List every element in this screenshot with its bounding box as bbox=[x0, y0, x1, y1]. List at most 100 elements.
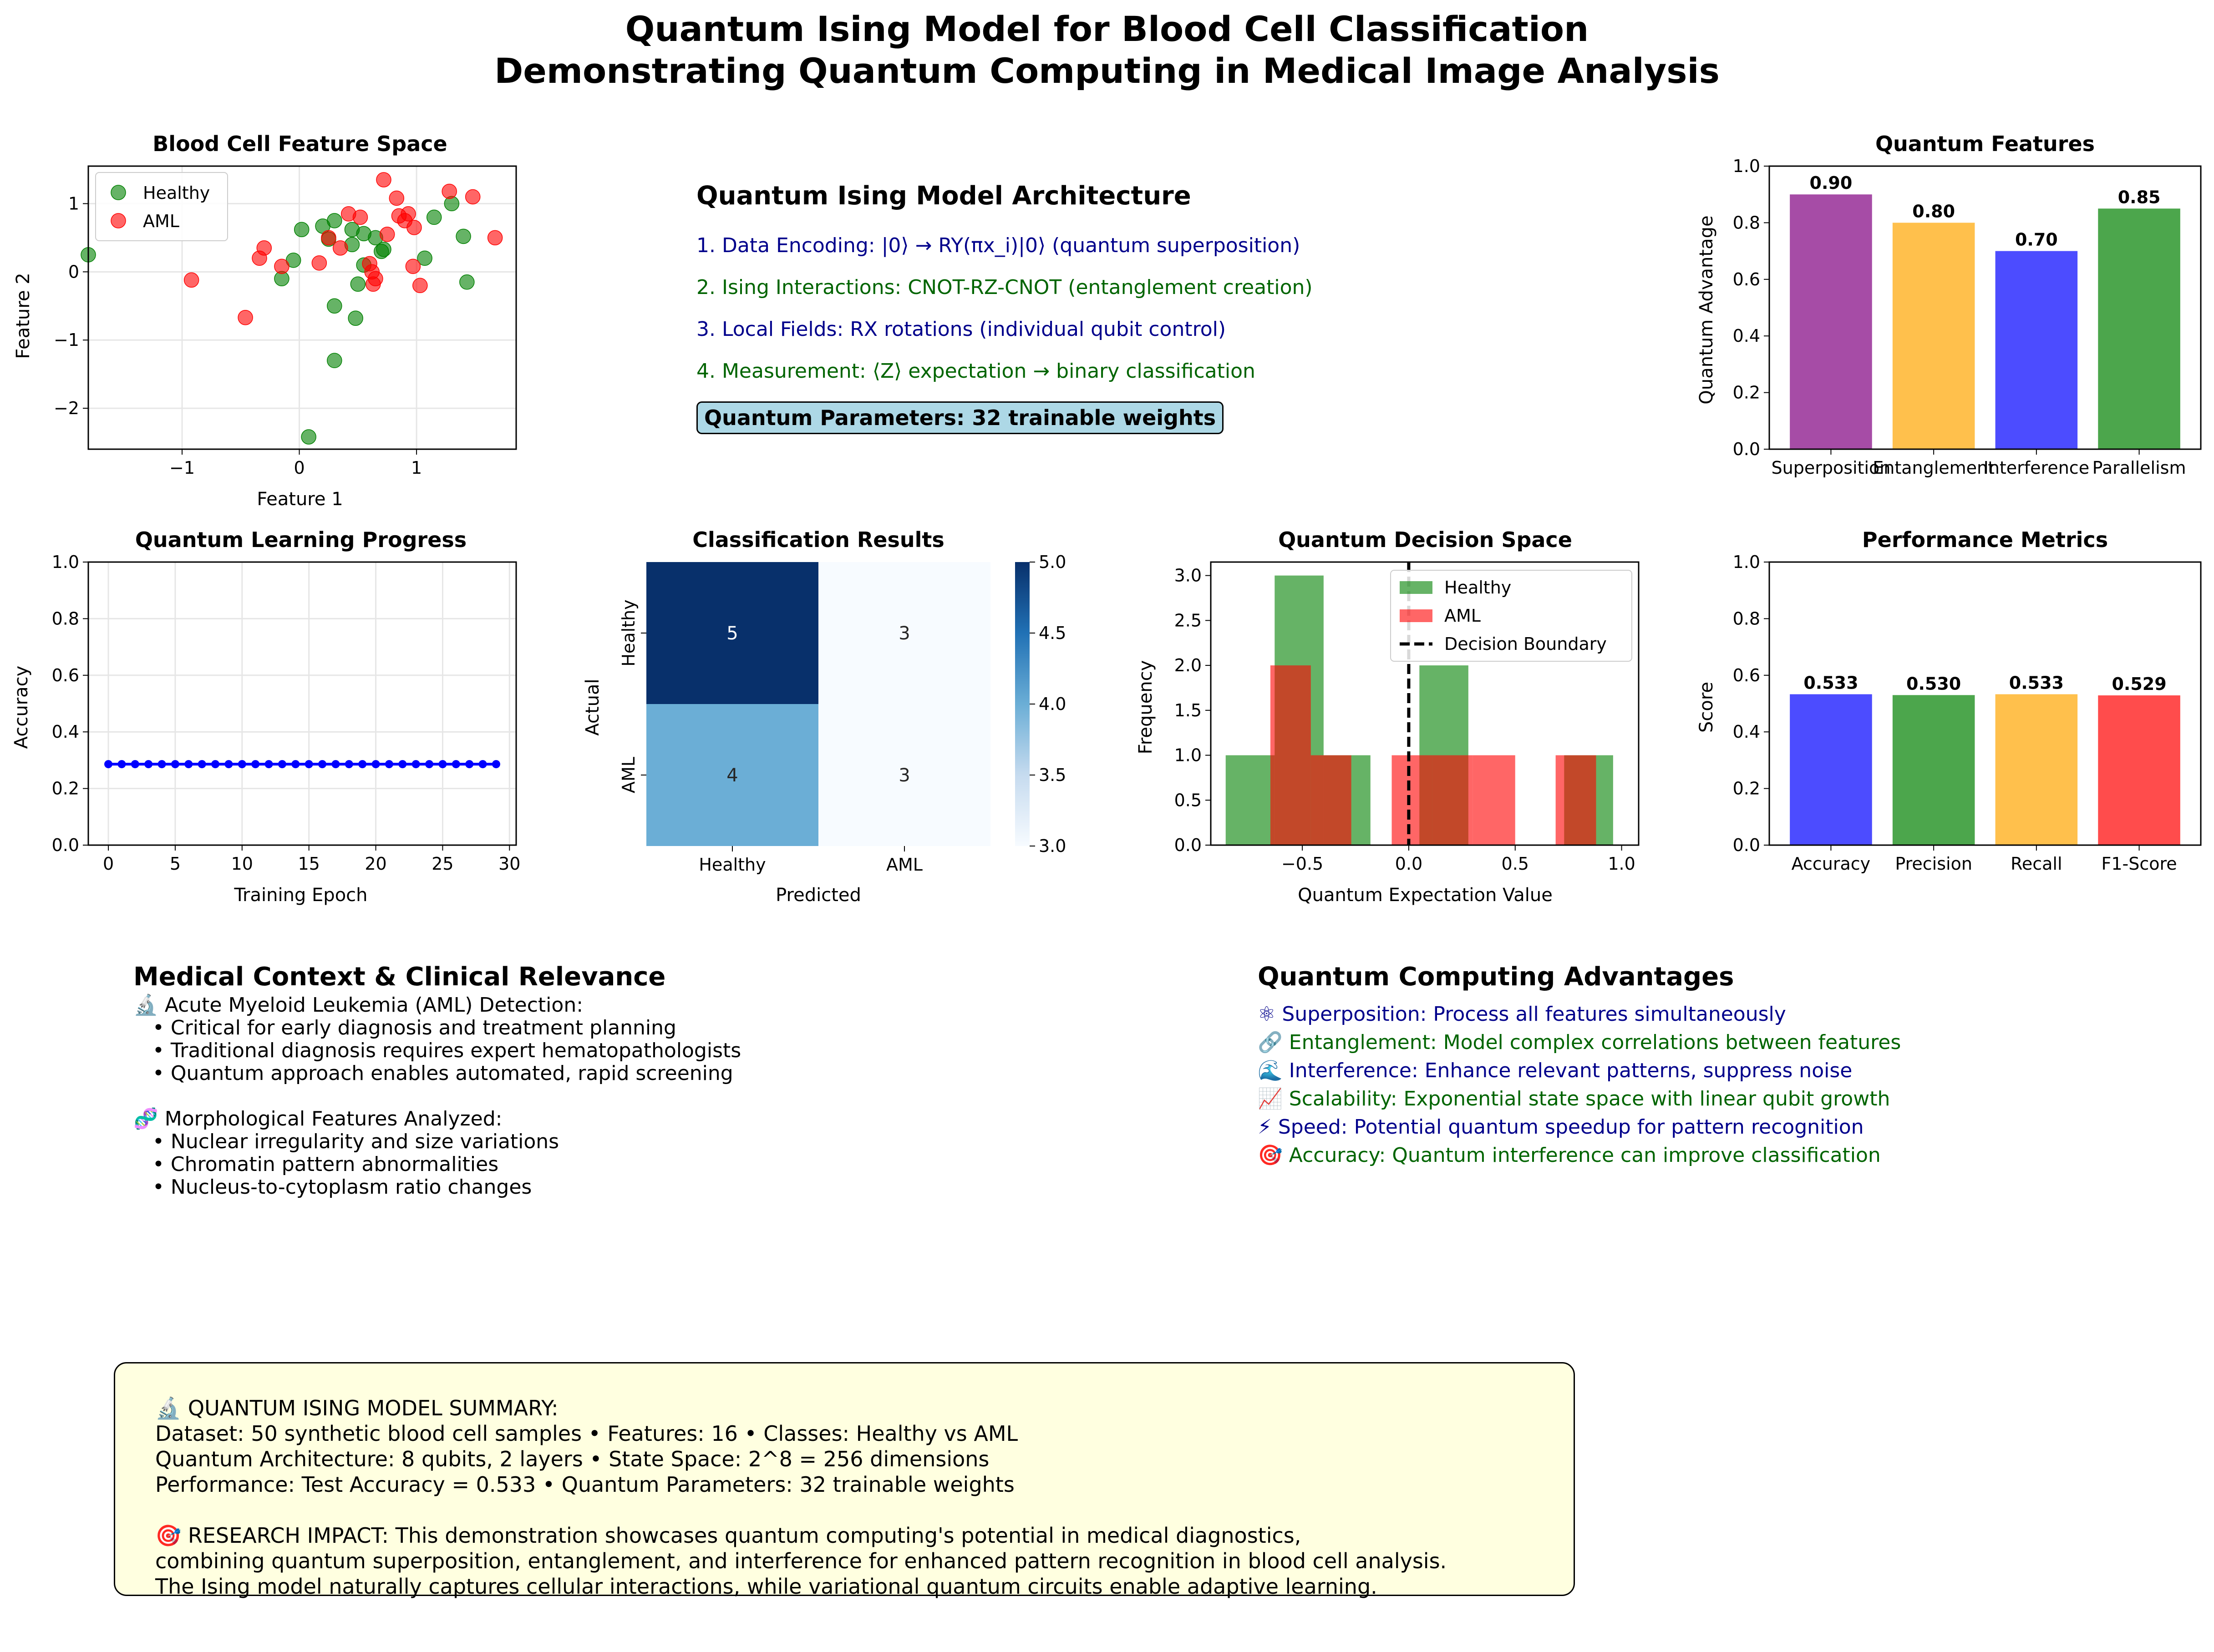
heatmap-cell bbox=[646, 562, 818, 704]
accuracy-point bbox=[157, 760, 166, 769]
x-tick-label: Precision bbox=[1895, 854, 1972, 874]
medical-heading: Medical Context & Clinical Relevance bbox=[133, 962, 666, 992]
bar-f1-score bbox=[2098, 695, 2180, 845]
accuracy-point bbox=[345, 760, 353, 769]
hist-bar-aml bbox=[1473, 755, 1515, 845]
y-tick-label: 3.0 bbox=[1174, 566, 1202, 586]
summary-lines: 🔬 QUANTUM ISING MODEL SUMMARY: Dataset: 5… bbox=[155, 1395, 1574, 1599]
accuracy-point bbox=[211, 760, 220, 769]
confusion-xlabel: Predicted bbox=[776, 885, 861, 906]
y-tick-label: 0.0 bbox=[1174, 835, 1202, 855]
legend-swatch-aml bbox=[1400, 609, 1432, 622]
colorbar-tick-label: 5.0 bbox=[1039, 552, 1066, 572]
scatter-point-aml bbox=[274, 258, 289, 274]
y-tick-label: 0.6 bbox=[52, 665, 79, 685]
legend-label-healthy: Healthy bbox=[143, 183, 210, 203]
accuracy-point bbox=[144, 760, 153, 769]
scatter-point-aml bbox=[183, 272, 199, 288]
accuracy-point bbox=[318, 760, 327, 769]
bar-value-label: 0.90 bbox=[1810, 173, 1853, 193]
y-tick-label: 1.0 bbox=[1733, 156, 1760, 176]
legend-label-healthy: Healthy bbox=[1444, 578, 1511, 598]
accuracy-point bbox=[117, 760, 126, 769]
legend-label-aml: AML bbox=[143, 211, 179, 231]
legend-label-aml: AML bbox=[1444, 606, 1481, 626]
scatter-point-healthy bbox=[294, 222, 310, 238]
confusion-ylabel: Actual bbox=[582, 679, 603, 735]
x-tick-label: 20 bbox=[365, 854, 386, 874]
medical-line: • Nucleus-to-cytoplasm ratio changes bbox=[133, 1176, 532, 1199]
accuracy-point bbox=[305, 760, 313, 769]
bar-value-label: 0.80 bbox=[1912, 201, 1955, 221]
accuracy-point bbox=[291, 760, 300, 769]
plot-frame bbox=[1768, 561, 2202, 846]
y-tick-label: 0.0 bbox=[1733, 439, 1760, 459]
accuracy-point bbox=[104, 760, 113, 769]
y-tick-label: 1 bbox=[68, 193, 79, 213]
heatmap-cell-value: 4 bbox=[726, 765, 738, 786]
scatter-point-aml bbox=[442, 183, 457, 199]
colorbar bbox=[1015, 562, 1030, 846]
y-tick-label: 0.0 bbox=[1733, 835, 1760, 855]
plot-frame bbox=[1768, 165, 2202, 450]
accuracy-point bbox=[492, 760, 500, 769]
advantage-item: 📈 Scalability: Exponential state space w… bbox=[1258, 1087, 1890, 1110]
confusion-matrix-chart: Classification Results 5 3 4 3 Healthy AML Hea… bbox=[582, 527, 1066, 906]
y-tick-label: 0.2 bbox=[1733, 779, 1760, 799]
decision-space-xlabel: Quantum Expectation Value bbox=[1298, 885, 1553, 906]
legend-label-boundary: Decision Boundary bbox=[1444, 634, 1607, 654]
x-tick-label: 25 bbox=[432, 854, 453, 874]
y-tick-label: Healthy bbox=[619, 599, 639, 666]
scatter-point-aml bbox=[465, 189, 481, 205]
y-tick-label: 1.0 bbox=[52, 552, 79, 572]
colorbar-tick-label: 4.0 bbox=[1039, 694, 1066, 714]
plot-frame bbox=[87, 165, 517, 450]
medical-line: • Chromatin pattern abnormalities bbox=[133, 1153, 499, 1176]
heatmap-cell-value: 3 bbox=[899, 765, 910, 786]
summary-line: The Ising model naturally captures cellu… bbox=[155, 1574, 1377, 1599]
accuracy-point bbox=[131, 760, 139, 769]
scatter-point-healthy bbox=[348, 310, 363, 326]
scatter-point-aml bbox=[366, 276, 381, 292]
bar-parallelism bbox=[2098, 208, 2180, 449]
accuracy-point bbox=[184, 760, 193, 769]
performance-chart: Performance Metrics 0.0 0.2 0.4 0.6 0.8 1.0 0.… bbox=[1696, 527, 2202, 874]
architecture-panel: Quantum Ising Model Architecture 1. Data… bbox=[696, 180, 1470, 434]
accuracy-point bbox=[251, 760, 260, 769]
hist-bar-healthy bbox=[1225, 755, 1275, 845]
quantum-features-ylabel: Quantum Advantage bbox=[1696, 215, 1717, 404]
x-tick-label: F1-Score bbox=[2101, 854, 2177, 874]
scatter-point-healthy bbox=[327, 213, 342, 228]
summary-line: 🎯 RESEARCH IMPACT: This demonstration sh… bbox=[155, 1523, 1301, 1548]
y-tick-label: −2 bbox=[54, 398, 79, 418]
advantage-item: 🎯 Accuracy: Quantum interference can imp… bbox=[1258, 1144, 1881, 1167]
scatter-point-aml bbox=[376, 172, 391, 187]
architecture-heading: Quantum Ising Model Architecture bbox=[696, 181, 1191, 211]
decision-space-ylabel: Frequency bbox=[1135, 660, 1156, 755]
accuracy-point bbox=[438, 760, 447, 769]
bar-precision bbox=[1892, 695, 1975, 845]
medical-line: • Quantum approach enables automated, ra… bbox=[133, 1062, 733, 1085]
hist-bar-aml bbox=[1432, 755, 1473, 845]
y-tick-label: 0.6 bbox=[1733, 269, 1760, 289]
advantage-item: 🌊 Interference: Enhance relevant pattern… bbox=[1258, 1059, 1853, 1082]
heatmap-cell bbox=[818, 562, 990, 704]
performance-title: Performance Metrics bbox=[1862, 527, 2108, 552]
summary-line: combining quantum superposition, entangl… bbox=[155, 1549, 1447, 1573]
x-tick-label: 1.0 bbox=[1608, 854, 1635, 874]
figure-title-line2: Demonstrating Quantum Computing in Medic… bbox=[494, 51, 1720, 91]
y-tick-label: 1.0 bbox=[1733, 552, 1760, 572]
architecture-steps: 1. Data Encoding: |0⟩ → RY(πx_i)|0⟩ (qua… bbox=[696, 225, 1470, 392]
y-tick-label: 0.4 bbox=[1733, 722, 1760, 742]
scatter-point-healthy bbox=[327, 298, 342, 314]
architecture-step: 2. Ising Interactions: CNOT-RZ-CNOT (ent… bbox=[696, 276, 1313, 299]
bar-value-label: 0.530 bbox=[1906, 674, 1961, 694]
medical-context-panel: Medical Context & Clinical Relevance 🔬 A… bbox=[133, 960, 1180, 1199]
quantum-features-chart: Quantum Features 0.0 0.2 0.4 0.6 0.8 1.0 0.90 S… bbox=[1696, 132, 2202, 478]
scatter-point-aml bbox=[321, 230, 336, 246]
bar-interference bbox=[1995, 251, 2078, 449]
feature-space-title: Blood Cell Feature Space bbox=[152, 132, 447, 156]
accuracy-point bbox=[264, 760, 273, 769]
accuracy-point bbox=[198, 760, 206, 769]
summary-line: Quantum Architecture: 8 qubits, 2 layers… bbox=[155, 1447, 990, 1471]
